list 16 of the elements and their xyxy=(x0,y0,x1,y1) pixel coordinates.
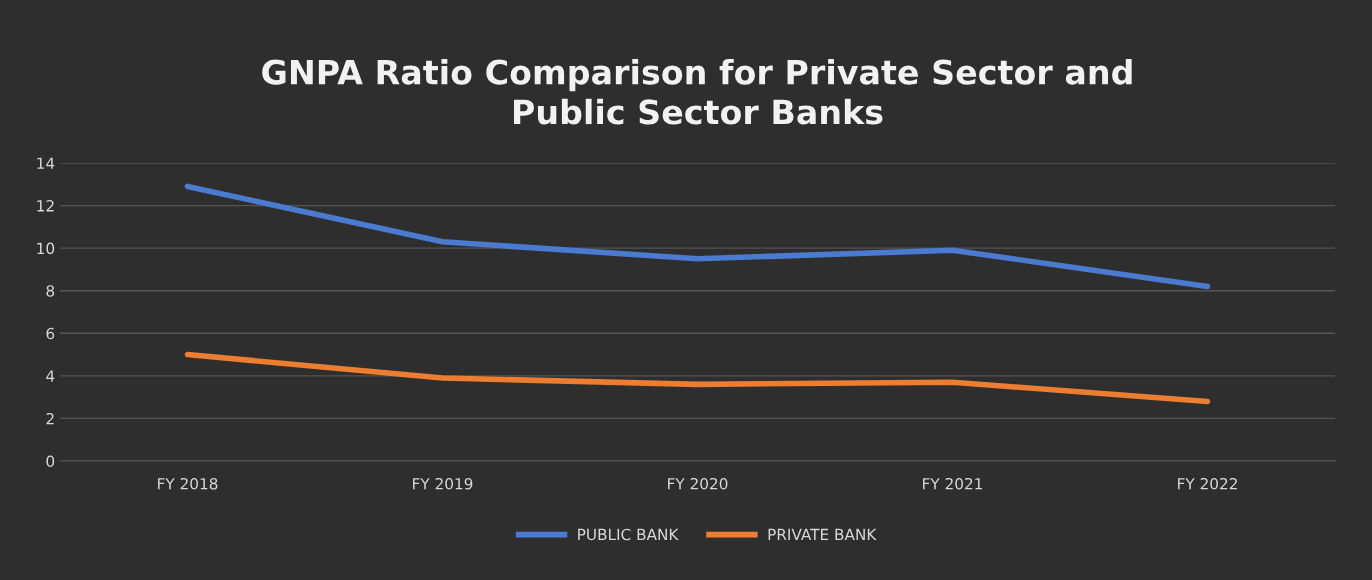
y-tick-label: 14 xyxy=(37,157,55,169)
y-tick-label: 6 xyxy=(46,327,55,340)
legend-label: PUBLIC BANK xyxy=(578,528,679,541)
y-tick-label: 4 xyxy=(46,370,55,382)
chart-title: GNPA Ratio Comparison for Private Sector and Public Sector Banks xyxy=(262,58,1132,125)
x-tick-label: FY 2018 xyxy=(158,477,218,490)
y-tick-label: 8 xyxy=(46,285,55,297)
y-tick-label: 12 xyxy=(37,200,54,212)
x-tick-label: FY 2019 xyxy=(413,477,473,490)
x-tick-label: FY 2020 xyxy=(668,477,728,490)
x-tick-label: FY 2022 xyxy=(1178,477,1237,490)
y-tick-label: 0 xyxy=(46,455,55,468)
y-tick-label: 10 xyxy=(37,242,55,255)
legend-label: PRIVATE BANK xyxy=(768,528,877,540)
y-tick-label: 2 xyxy=(46,412,54,425)
x-tick-label: FY 2021 xyxy=(923,477,983,490)
